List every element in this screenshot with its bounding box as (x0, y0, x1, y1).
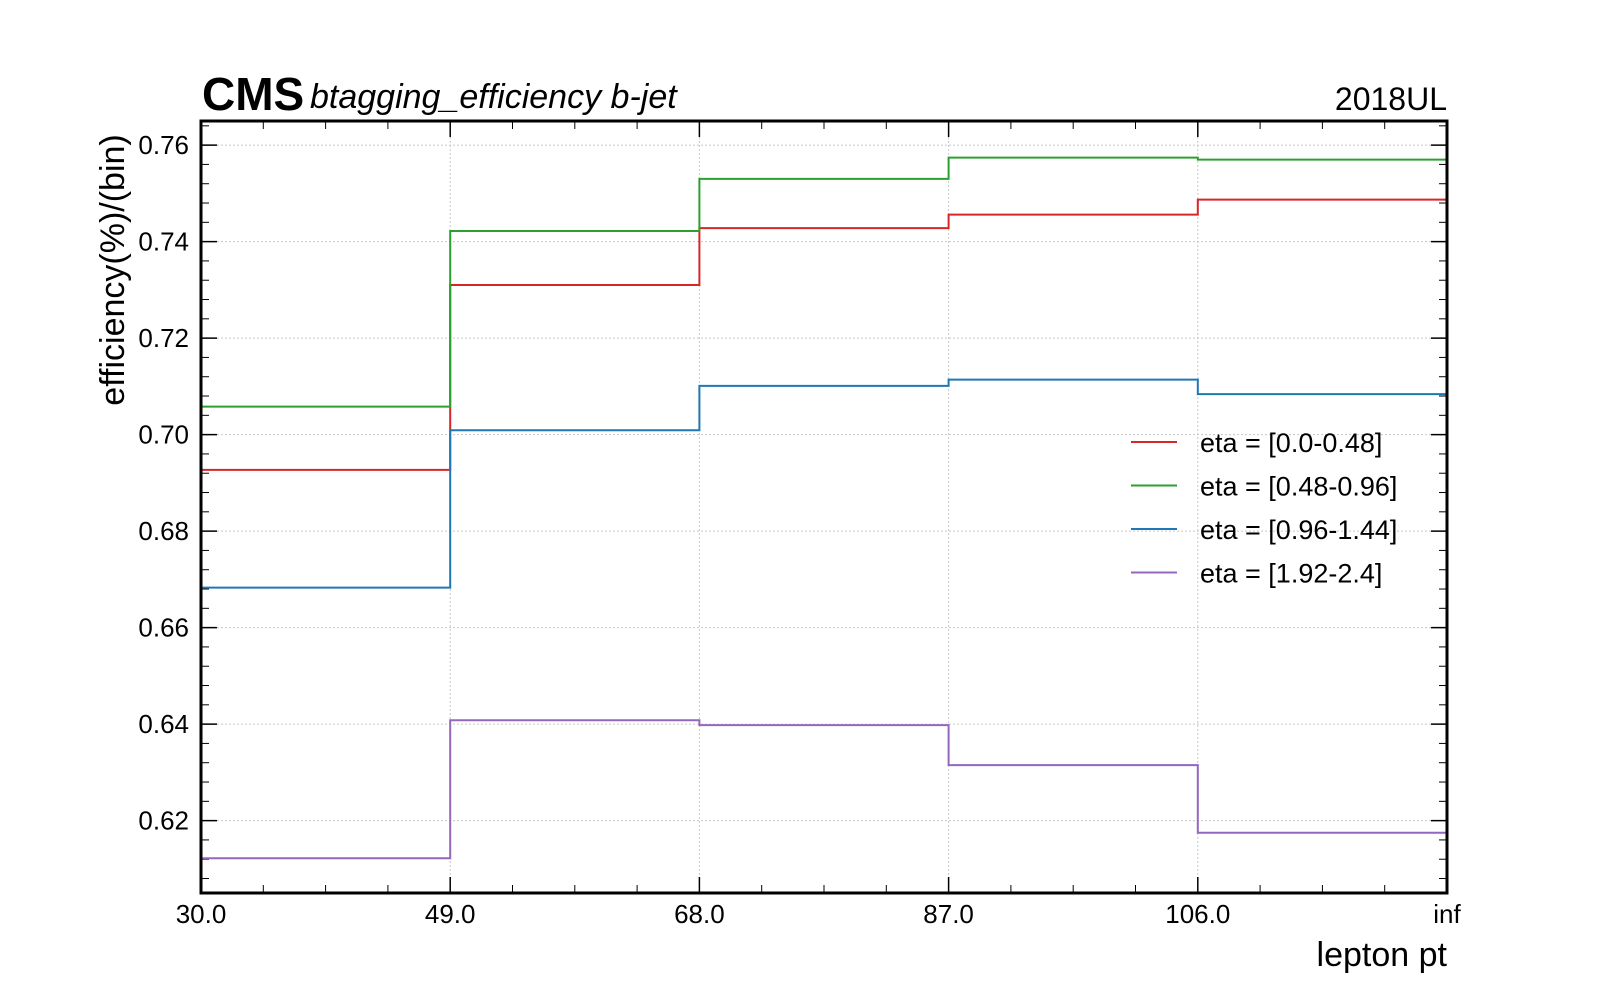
series-layer (201, 156, 1447, 860)
series-line-2 (201, 156, 1447, 408)
legend-label-3: eta = [0.96-1.44] (1200, 515, 1397, 545)
y-tick-label: 0.72 (138, 323, 189, 353)
plot-frame (199, 119, 1449, 895)
year-label: 2018UL (1335, 81, 1447, 117)
y-tick-labels: 0.62 0.64 0.66 0.68 0.70 0.72 0.74 0.76 (138, 130, 189, 836)
legend-label-1: eta = [0.0-0.48] (1200, 428, 1382, 458)
y-axis-title: efficiency(%)/(bin) (94, 134, 132, 405)
chart-subtitle: btagging_efficiency b-jet (310, 78, 678, 116)
x-tick-label: 106.0 (1165, 899, 1230, 929)
experiment-label: CMS (202, 68, 304, 120)
x-tick-label: 49.0 (425, 899, 476, 929)
x-tick-labels: 30.0 49.0 68.0 87.0 106.0 inf (176, 899, 1462, 929)
y-tick-label: 0.64 (138, 709, 189, 739)
legend-label-4: eta = [1.92-2.4] (1200, 559, 1382, 589)
y-tick-label: 0.76 (138, 130, 189, 160)
y-tick-label: 0.62 (138, 806, 189, 836)
legend: eta = [0.0-0.48] eta = [0.48-0.96] eta = [… (1131, 428, 1397, 589)
minor-ticks (201, 121, 1447, 893)
x-tick-label: 68.0 (674, 899, 725, 929)
x-tick-label: inf (1433, 899, 1461, 929)
y-tick-label: 0.70 (138, 420, 189, 450)
y-tick-label: 0.66 (138, 613, 189, 643)
legend-label-2: eta = [0.48-0.96] (1200, 472, 1397, 502)
y-tick-label: 0.74 (138, 227, 189, 257)
x-axis-title: lepton pt (1317, 936, 1448, 974)
major-ticks (200, 121, 1448, 893)
series-line-3 (201, 378, 1447, 589)
x-tick-label: 87.0 (923, 899, 974, 929)
series-line-4 (201, 719, 1447, 860)
x-tick-label: 30.0 (176, 899, 227, 929)
y-tick-label: 0.68 (138, 516, 189, 546)
grid (201, 121, 1447, 893)
